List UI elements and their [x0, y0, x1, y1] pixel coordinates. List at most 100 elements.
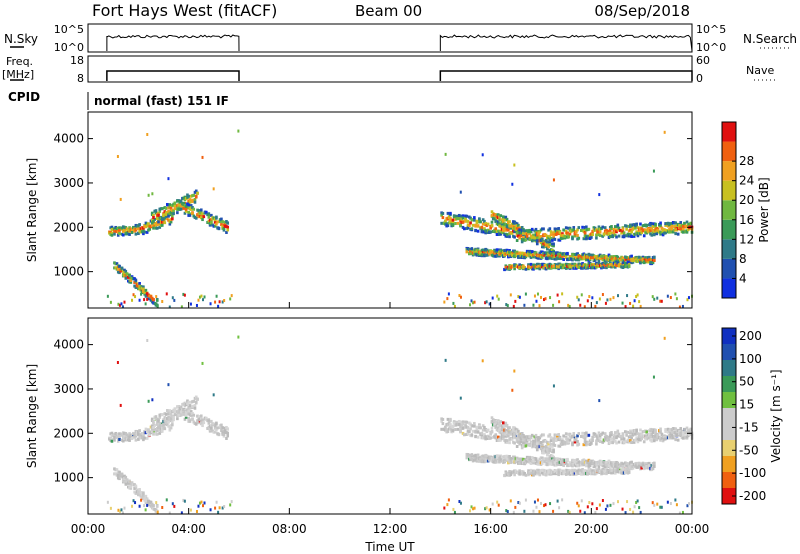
- velocity-cell: [629, 507, 632, 511]
- power-cell: [127, 228, 130, 232]
- power-cell: [630, 256, 633, 260]
- velocity-cell: [549, 442, 553, 446]
- velocity-cell: [469, 509, 472, 513]
- power-cell: [123, 300, 126, 304]
- velocity-cell: [674, 498, 677, 502]
- velocity-cell: [220, 429, 223, 433]
- velocity-cell: [671, 436, 675, 440]
- power-cell: [501, 216, 505, 220]
- velocity-cell: [194, 400, 198, 404]
- velocity-cell: [679, 427, 683, 431]
- power-cell: [210, 213, 213, 217]
- velocity-cell: [579, 509, 582, 513]
- power-cell: [551, 238, 554, 242]
- velocity-cell: [647, 464, 651, 468]
- velocity-cell: [654, 428, 657, 432]
- power-cell: [468, 223, 471, 227]
- velocity-cell: [640, 433, 644, 437]
- power-cell: [587, 235, 591, 239]
- power-cell: [160, 207, 164, 211]
- power-cell: [625, 224, 628, 228]
- y-tick-label: 3000: [53, 176, 84, 190]
- velocity-cell: [494, 433, 498, 437]
- velocity-cell: [167, 420, 170, 424]
- velocity-cell: [176, 405, 179, 409]
- velocity-cell: [215, 428, 218, 432]
- power-cell: [595, 233, 598, 237]
- velocity-cell: [548, 447, 552, 451]
- velocity-cell: [642, 440, 646, 444]
- nsearch-label: N.Search: [743, 32, 797, 46]
- velocity-cell: [625, 461, 628, 465]
- power-cell: [226, 225, 230, 229]
- power-cell: [595, 265, 598, 269]
- velocity-cell: [470, 453, 474, 457]
- freq-unit-label: [MHz]: [2, 68, 34, 81]
- power-cell: [481, 153, 484, 157]
- power-cell: [674, 292, 677, 296]
- velocity-cell: [549, 502, 552, 506]
- power-cell: [641, 255, 645, 259]
- velocity-cell: [226, 427, 230, 431]
- power-cell: [496, 220, 500, 224]
- power-cell: [167, 209, 170, 213]
- velocity-cell: [552, 384, 555, 388]
- power-cell: [601, 225, 604, 229]
- velocity-cell: [583, 511, 586, 515]
- power-cell: [533, 294, 536, 298]
- power-cell: [140, 292, 143, 296]
- power-cell: [237, 129, 240, 133]
- velocity-cell: [660, 433, 664, 437]
- velocity-cell: [184, 415, 188, 419]
- power-cell: [535, 239, 539, 243]
- velocity-cell: [486, 428, 490, 432]
- velocity-cell: [493, 423, 496, 427]
- velocity-cell: [679, 432, 683, 436]
- velocity-cell: [116, 436, 120, 440]
- velocity-cell: [587, 433, 591, 437]
- velocity-cell: [118, 509, 121, 513]
- velocity-cell: [469, 422, 472, 426]
- velocity-cell: [559, 463, 563, 467]
- velocity-cell: [625, 430, 628, 434]
- power-cell: [199, 210, 203, 214]
- velocity-colorbar-swatch: [722, 488, 736, 504]
- velocity-cell: [603, 432, 607, 436]
- power-cell: [655, 232, 659, 236]
- power-cell: [210, 220, 213, 224]
- velocity-cell: [138, 429, 141, 433]
- velocity-cell: [225, 436, 228, 440]
- power-cell: [218, 300, 221, 304]
- velocity-cell: [651, 430, 655, 434]
- velocity-cell: [634, 432, 637, 436]
- power-cell: [188, 213, 192, 217]
- power-cell: [116, 230, 120, 234]
- nsky-trace-segment: [439, 34, 693, 52]
- velocity-colorbar-swatch: [722, 440, 736, 456]
- velocity-cell: [155, 429, 159, 433]
- power-cell: [216, 220, 219, 224]
- power-cell: [222, 228, 226, 232]
- velocity-cell: [621, 462, 625, 466]
- power-cell: [498, 215, 501, 219]
- velocity-cell: [523, 435, 526, 439]
- power-cell: [656, 296, 659, 300]
- power-colorbar-swatch: [722, 161, 736, 181]
- velocity-cell: [522, 470, 525, 474]
- power-cell: [629, 301, 632, 305]
- power-cell: [639, 222, 642, 226]
- power-cell: [671, 230, 675, 234]
- velocity-cell: [163, 427, 167, 431]
- power-cell: [483, 219, 486, 223]
- velocity-cell: [562, 464, 565, 468]
- velocity-cell: [548, 440, 552, 444]
- power-cell: [121, 233, 125, 237]
- velocity-cell: [650, 439, 654, 443]
- velocity-cell: [597, 467, 601, 471]
- velocity-cell: [173, 410, 177, 414]
- power-cell: [660, 230, 664, 234]
- power-cell: [625, 227, 628, 231]
- velocity-cell: [488, 458, 491, 462]
- velocity-cell: [457, 423, 461, 427]
